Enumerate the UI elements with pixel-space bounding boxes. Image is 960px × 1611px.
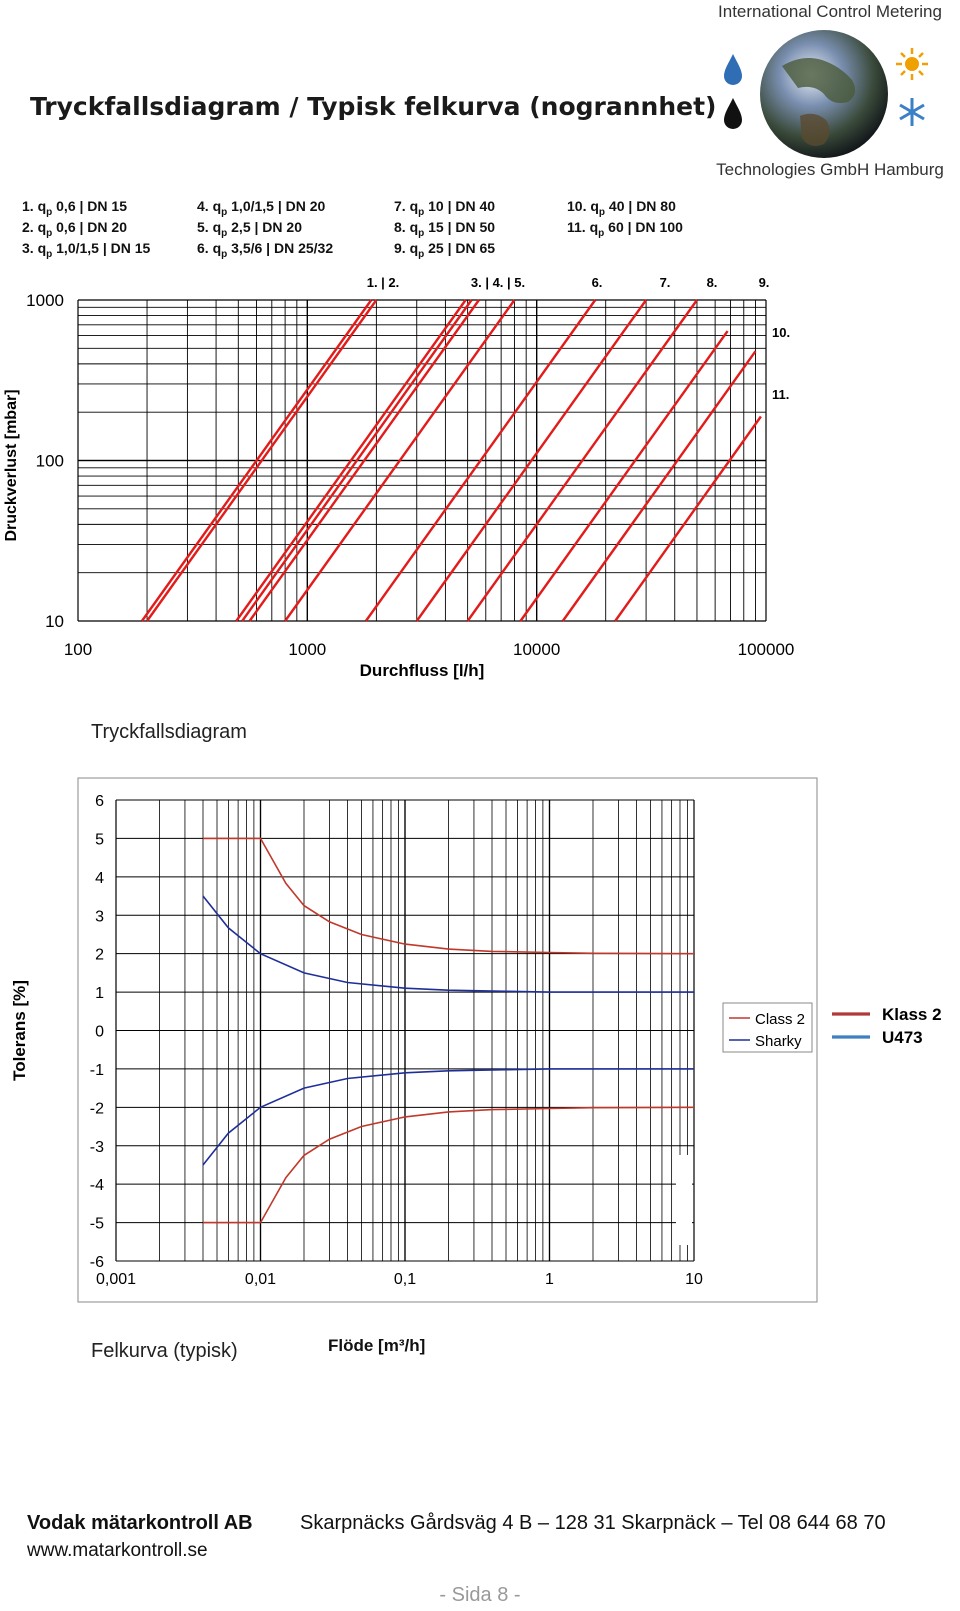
pressure-drop-caption: Tryckfallsdiagram <box>91 721 247 743</box>
curve-number-label: 10. <box>772 325 790 340</box>
y-tick-label: 3 <box>95 908 104 925</box>
series-line <box>202 1068 694 1166</box>
footer-address: Skarpnäcks Gårdsväg 4 B – 128 31 Skarpnä… <box>300 1512 886 1534</box>
y-tick-label: -6 <box>90 1254 104 1271</box>
y-axis-label: Tolerans [%] <box>10 980 29 1081</box>
footer-company: Vodak mätarkontroll AB <box>27 1512 253 1534</box>
x-tick-label: 100 <box>64 640 92 659</box>
series-line <box>140 299 373 622</box>
curve-number-label: 6. <box>592 275 603 290</box>
series-line <box>415 299 648 622</box>
legend-item: 3. qp 1,0/1,5 | DN 15 <box>22 240 151 260</box>
series-line <box>146 299 378 622</box>
series-line <box>519 330 729 622</box>
legend-item: 10. qp 40 | DN 80 <box>567 198 676 218</box>
x-tick-label: 1 <box>545 1271 554 1288</box>
curve-number-label: 9. <box>759 275 770 290</box>
x-tick-label: 100000 <box>738 640 795 659</box>
y-tick-label: -1 <box>90 1062 104 1079</box>
legend-label: Class 2 <box>755 1011 805 1028</box>
x-tick-label: 1000 <box>288 640 326 659</box>
x-tick-label: 0,1 <box>394 1271 416 1288</box>
series-line <box>203 1106 695 1224</box>
series-line <box>248 299 480 622</box>
y-tick-label: 6 <box>95 793 104 810</box>
snowflake-icon <box>899 98 925 126</box>
series-line <box>235 299 467 622</box>
series-line <box>203 837 695 955</box>
x-tick-label: 0,01 <box>245 1271 276 1288</box>
y-tick-label: 4 <box>95 870 104 887</box>
curve-number-label: 8. <box>707 275 718 290</box>
y-tick-label: -2 <box>90 1100 104 1117</box>
legend-item: 4. qp 1,0/1,5 | DN 20 <box>197 198 326 218</box>
logo-bottom-text: Technologies GmbH Hamburg <box>716 160 944 179</box>
chart-frame <box>77 777 818 1303</box>
curve-number-label: 1. | 2. <box>367 275 400 290</box>
tolerance-caption: Felkurva (typisk) <box>91 1340 238 1362</box>
series-line <box>561 350 757 622</box>
x-tick-label: 10 <box>685 1271 703 1288</box>
legend-item: 1. qp 0,6 | DN 15 <box>22 198 127 218</box>
series-line <box>241 299 473 622</box>
y-tick-label: -4 <box>90 1177 104 1194</box>
series-line <box>284 299 516 622</box>
series-line <box>364 299 597 622</box>
inner-legend-box <box>722 1002 813 1053</box>
legend-item: 8. qp 15 | DN 50 <box>394 219 496 239</box>
x-tick-label: 0,001 <box>96 1271 136 1288</box>
series-line <box>614 415 762 622</box>
y-axis-label: Druckverlust [mbar] <box>3 389 20 541</box>
legend-item: 7. qp 10 | DN 40 <box>394 198 496 218</box>
curve-number-label: 11. <box>772 387 789 402</box>
legend-item: 11. qp 60 | DN 100 <box>567 219 683 239</box>
water-drop-icon <box>724 54 742 85</box>
x-axis-label: Durchfluss [l/h] <box>360 661 485 680</box>
y-tick-label: 1000 <box>26 291 64 310</box>
legend-item: 6. qp 3,5/6 | DN 25/32 <box>197 240 334 260</box>
series-line <box>466 299 698 622</box>
legend-item: 9. qp 25 | DN 65 <box>394 240 496 260</box>
tolerance-x-axis-label: Flöde [m³/h] <box>328 1336 426 1355</box>
y-tick-label: 10 <box>45 612 64 631</box>
y-tick-label: -5 <box>90 1216 104 1233</box>
footer-website[interactable]: www.matarkontroll.se <box>27 1540 208 1561</box>
page-title: Tryckfallsdiagram / Typisk felkurva (nog… <box>30 92 717 121</box>
y-tick-label: 100 <box>36 452 64 471</box>
company-logo <box>724 30 928 158</box>
series-line <box>202 895 694 993</box>
legend-label: Klass 2 <box>882 1005 942 1024</box>
x-tick-label: 10000 <box>513 640 560 659</box>
curve-number-label: 3. | 4. | 5. <box>471 275 525 290</box>
legend-label: Sharky <box>755 1033 802 1050</box>
legend-item: 5. qp 2,5 | DN 20 <box>197 219 302 239</box>
logo-top-text: International Control Metering <box>718 2 942 21</box>
y-tick-label: 5 <box>95 831 104 848</box>
y-tick-label: 2 <box>95 947 104 964</box>
y-tick-label: 1 <box>95 985 104 1002</box>
grid-gap <box>676 1155 692 1245</box>
legend-label: U473 <box>882 1028 923 1047</box>
curve-number-label: 7. <box>660 275 671 290</box>
y-tick-label: 0 <box>95 1024 104 1041</box>
sun-icon <box>896 48 928 80</box>
oil-drop-icon <box>724 98 742 129</box>
page-number: - Sida 8 - <box>439 1584 521 1606</box>
y-tick-label: -3 <box>90 1139 104 1156</box>
legend-item: 2. qp 0,6 | DN 20 <box>22 219 127 239</box>
